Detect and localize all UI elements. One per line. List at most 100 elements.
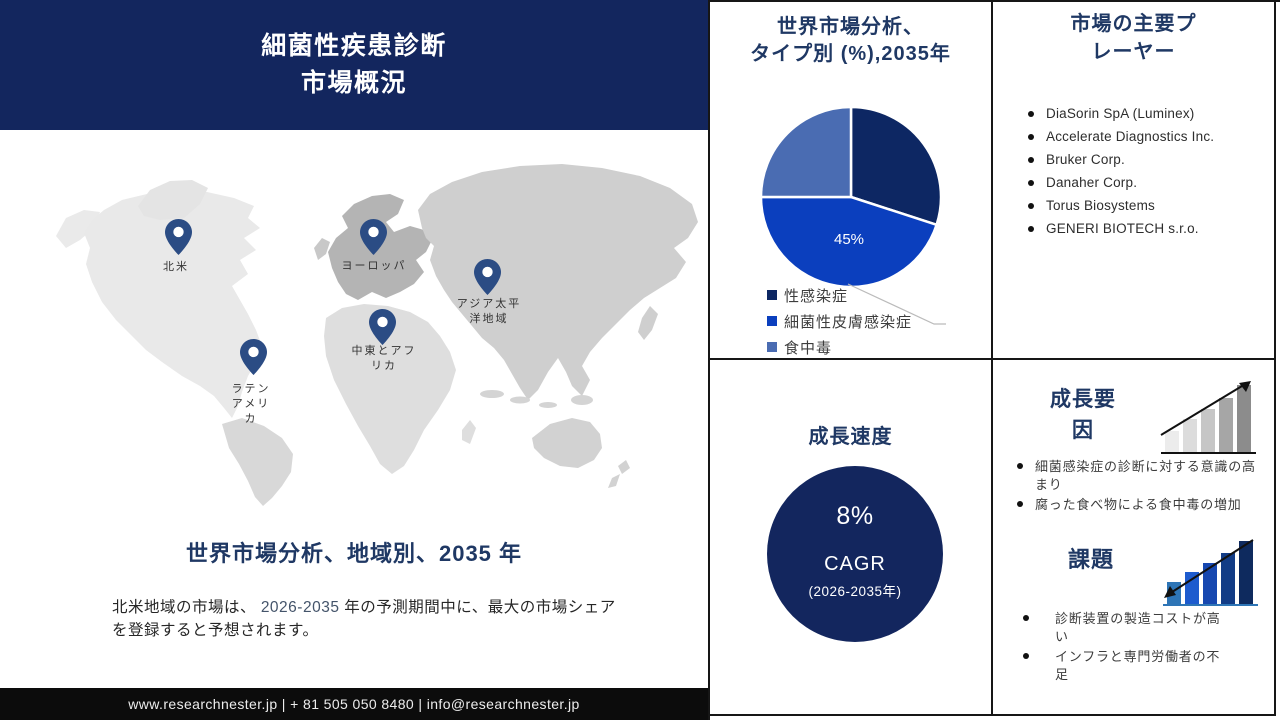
map-pin-north-america [165,219,192,255]
legend-item: 性感染症 [767,282,912,308]
regional-analysis-heading: 世界市場分析、地域別、2035 年 [185,541,523,566]
world-map [56,164,698,506]
drivers-list: 細菌感染症の診断に対する意識の高まり 腐った食べ物による食中毒の増加 [1017,458,1269,517]
growth-drivers-title: 成長要 因 [1050,388,1116,442]
bullet-icon [1028,134,1034,140]
note-text-after: 年の予測期間中に、最大の市場シェアを登録すると予想されます。 [112,599,616,639]
island-indonesia-3 [539,402,557,408]
note-text-before: 北米地域の市場は、 [112,599,261,616]
cagr-circle: 8% CAGR (2026-2035年) [767,466,943,642]
bar [1239,541,1253,604]
map-pin-middle-east-africa [369,309,396,345]
cagr-rate-value: 8% [836,502,874,530]
continent-greenland [138,180,208,220]
bar [1237,384,1251,452]
challenges-title: 課題 [1067,547,1114,572]
bullet-icon [1023,653,1029,659]
legend-item: 食中毒 [767,334,912,360]
page-title-line2: 市場概況 [300,69,407,97]
legend-swatch-icon [767,316,777,326]
legend-swatch-icon [767,342,777,352]
growth-rate-title: 成長速度 [808,426,893,448]
list-item: 腐った食べ物による食中毒の増加 [1017,496,1269,514]
list-item: 診断装置の製造コストが高い [1023,610,1263,645]
list-item: Danaher Corp. [1028,176,1258,190]
upward-trend-arrow-icon [1160,381,1251,436]
pie-data-label: 45% [833,231,865,248]
bar [1221,552,1235,604]
pie-chart [759,105,943,289]
island-indonesia-1 [480,390,504,398]
bullet-icon [1017,501,1023,507]
panel-drivers-challenges: 成長要 因 細菌感染症の診断に対する意識の高まり 腐った食べ物による食中毒の増加… [993,360,1276,716]
players-panel-title: 市場の主要プ レーヤー [1070,13,1197,63]
map-label-latin-america: ラテン アメリ カ [231,383,271,425]
bullet-icon [1017,463,1023,469]
panel-key-players: 市場の主要プ レーヤー DiaSorin SpA (Luminex) Accel… [993,2,1276,360]
panel-growth-rate: 成長速度 8% CAGR (2026-2035年) [710,360,993,716]
list-item: インフラと専門労働者の不足 [1023,648,1263,683]
continent-alaska [56,210,100,248]
list-item: Bruker Corp. [1028,153,1258,167]
cagr-label: CAGR [824,553,886,575]
bar [1185,572,1199,604]
players-list: DiaSorin SpA (Luminex) Accelerate Diagno… [1028,107,1258,245]
bar [1219,398,1233,452]
island-uk [314,238,330,260]
footer-contact-bar: www.researchnester.jp | + 81 505 050 848… [0,688,708,720]
island-new-zealand-1 [618,460,630,474]
bullet-icon [1028,226,1034,232]
bar [1165,430,1179,452]
continent-africa [324,304,456,474]
list-item: 細菌感染症の診断に対する意識の高まり [1017,458,1269,493]
list-item: GENERI BIOTECH s.r.o. [1028,222,1258,236]
regional-note: 北米地域の市場は、 2026-2035 年の予測期間中に、最大の市場シェアを登録… [112,596,624,642]
growth-bar-chart-icon [1160,381,1256,454]
island-new-zealand-2 [608,474,620,488]
island-indonesia-2 [510,396,530,404]
pie-slice-2 [759,105,853,199]
bullet-icon [1023,615,1029,621]
continent-south-america [222,418,293,506]
panel-market-by-type: 世界市場分析、 タイプ別 (%),2035年 45% 性感染症 細菌性皮膚感染症 [710,2,993,360]
island-japan [638,306,658,340]
bullet-icon [1028,157,1034,163]
bullet-icon [1028,180,1034,186]
bullet-icon [1028,203,1034,209]
challenges-bar-chart-icon [1163,539,1258,606]
page-title-line1: 細菌性疾患診断 [261,32,447,60]
title-banner: 細菌性疾患診断 市場概況 [0,0,708,130]
note-forecast-period: 2026-2035 [260,599,340,616]
legend-swatch-icon [767,290,777,300]
cagr-period: (2026-2035年) [808,584,902,599]
map-pin-asia-pacific [474,259,501,295]
right-section: 世界市場分析、 タイプ別 (%),2035年 45% 性感染症 細菌性皮膚感染症 [708,0,1280,720]
downward-trend-arrow-icon [1164,539,1254,598]
pie-slice-1 [759,195,939,289]
bar [1201,409,1215,452]
pie-slice-0 [849,105,943,227]
pie-panel-title: 世界市場分析、 タイプ別 (%),2035年 [750,16,951,65]
bullet-icon [1028,111,1034,117]
map-label-europe: ヨーロッパ [341,260,407,272]
island-new-guinea [571,395,593,405]
left-section: 細菌性疾患診断 市場概況 [0,0,708,720]
map-label-asia-pacific: アジア太平 洋地域 [456,298,522,325]
map-label-north-america: 北米 [163,261,189,273]
map-label-middle-east-africa: 中東とアフ リカ [351,345,417,372]
legend-item: 細菌性皮膚感染症 [767,308,912,334]
map-pin-latin-america [240,339,267,375]
bar [1203,563,1217,604]
continent-north-america [84,190,262,418]
list-item: DiaSorin SpA (Luminex) [1028,107,1258,121]
map-pin-europe [360,219,387,255]
list-item: Accelerate Diagnostics Inc. [1028,130,1258,144]
bar [1183,419,1197,452]
continent-australia [532,418,602,468]
pie-legend: 性感染症 細菌性皮膚感染症 食中毒 [767,282,912,360]
list-item: Torus Biosystems [1028,199,1258,213]
island-madagascar [462,420,476,444]
continent-asia [418,164,698,400]
challenges-list: 診断装置の製造コストが高い インフラと専門労働者の不足 [1023,610,1263,686]
